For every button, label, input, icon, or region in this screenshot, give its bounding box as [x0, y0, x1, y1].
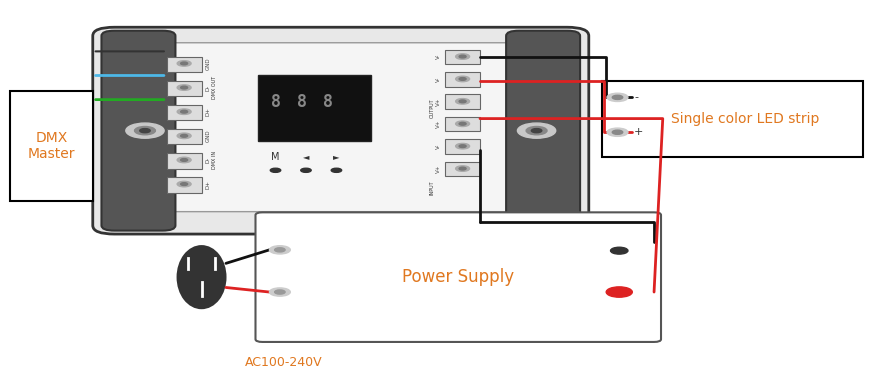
Circle shape [181, 134, 188, 137]
Circle shape [181, 86, 188, 89]
FancyBboxPatch shape [445, 162, 480, 176]
Text: Single color LED strip: Single color LED strip [671, 111, 820, 125]
Text: V+: V+ [436, 97, 441, 106]
Text: DMX IN: DMX IN [212, 151, 217, 169]
FancyBboxPatch shape [167, 56, 202, 72]
Circle shape [140, 128, 150, 133]
Circle shape [459, 145, 466, 148]
Text: D+: D+ [206, 180, 211, 189]
FancyBboxPatch shape [10, 91, 93, 201]
Circle shape [532, 128, 542, 133]
Circle shape [181, 62, 188, 65]
Circle shape [612, 130, 622, 134]
Circle shape [459, 123, 466, 125]
Circle shape [459, 100, 466, 103]
FancyBboxPatch shape [93, 27, 588, 234]
FancyBboxPatch shape [445, 50, 480, 64]
Ellipse shape [177, 246, 225, 308]
Circle shape [181, 183, 188, 186]
Circle shape [456, 99, 470, 104]
Circle shape [275, 248, 285, 252]
Circle shape [456, 144, 470, 149]
Text: OUTPUT: OUTPUT [430, 99, 435, 118]
Circle shape [607, 93, 628, 101]
Circle shape [177, 85, 191, 90]
Circle shape [606, 287, 632, 297]
Circle shape [177, 61, 191, 66]
Text: V-: V- [436, 76, 441, 82]
Circle shape [300, 168, 311, 172]
FancyBboxPatch shape [445, 94, 480, 109]
Text: D+: D+ [206, 107, 211, 116]
Text: V+: V+ [436, 164, 441, 173]
FancyBboxPatch shape [167, 81, 202, 96]
Text: 8: 8 [297, 93, 306, 111]
Circle shape [331, 168, 341, 172]
Circle shape [612, 95, 622, 99]
FancyBboxPatch shape [101, 31, 175, 231]
Text: V-: V- [436, 54, 441, 59]
Circle shape [181, 159, 188, 161]
Circle shape [270, 288, 291, 296]
Text: GND: GND [206, 130, 211, 142]
Text: DMX OUT: DMX OUT [212, 76, 217, 99]
FancyBboxPatch shape [167, 153, 202, 169]
Text: ◄: ◄ [303, 152, 309, 161]
Text: V-: V- [436, 144, 441, 149]
Circle shape [134, 127, 155, 135]
Text: DMX
Master: DMX Master [28, 131, 75, 161]
Circle shape [456, 54, 470, 59]
FancyBboxPatch shape [167, 105, 202, 120]
Circle shape [275, 290, 285, 294]
FancyBboxPatch shape [256, 212, 661, 342]
Circle shape [459, 167, 466, 170]
FancyBboxPatch shape [601, 81, 863, 156]
FancyBboxPatch shape [445, 117, 480, 131]
Circle shape [456, 166, 470, 171]
Circle shape [177, 109, 191, 114]
Circle shape [177, 157, 191, 163]
Circle shape [456, 76, 470, 82]
Circle shape [271, 168, 281, 172]
Circle shape [459, 77, 466, 80]
Circle shape [607, 128, 628, 137]
Circle shape [459, 55, 466, 58]
Circle shape [526, 127, 547, 135]
Text: ►: ► [333, 152, 340, 161]
Text: V+: V+ [436, 120, 441, 128]
Text: Power Supply: Power Supply [402, 268, 514, 286]
Text: INPUT: INPUT [430, 180, 435, 195]
Text: AC100-240V: AC100-240V [245, 356, 323, 369]
FancyBboxPatch shape [506, 31, 580, 231]
Text: D-: D- [206, 85, 211, 91]
Text: GND: GND [206, 57, 211, 70]
Circle shape [126, 123, 164, 138]
Circle shape [456, 121, 470, 127]
Circle shape [270, 246, 291, 254]
Circle shape [177, 133, 191, 139]
Circle shape [610, 247, 628, 254]
FancyBboxPatch shape [258, 76, 371, 141]
FancyBboxPatch shape [167, 177, 202, 193]
FancyBboxPatch shape [114, 43, 567, 212]
Text: M: M [272, 152, 279, 162]
Text: D-: D- [206, 157, 211, 163]
Text: +: + [634, 127, 643, 137]
Text: 8: 8 [323, 93, 333, 111]
FancyBboxPatch shape [445, 139, 480, 154]
Circle shape [518, 123, 556, 138]
Circle shape [181, 110, 188, 113]
Text: -: - [634, 92, 638, 102]
Text: 8: 8 [271, 93, 280, 111]
Circle shape [177, 181, 191, 187]
FancyBboxPatch shape [167, 129, 202, 144]
FancyBboxPatch shape [445, 72, 480, 86]
